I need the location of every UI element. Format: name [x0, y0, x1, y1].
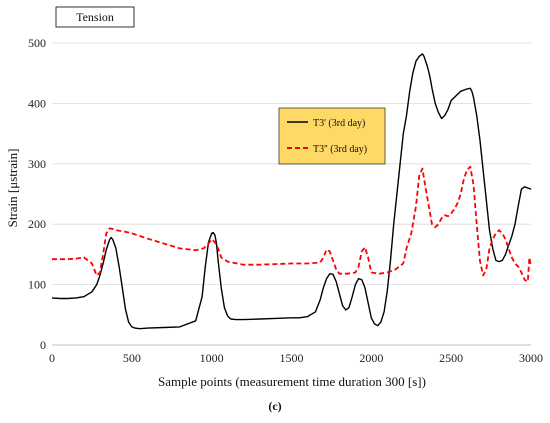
x-tick-label-4: 2000	[359, 351, 383, 365]
y-tick-label-5: 500	[28, 36, 46, 50]
y-tick-label-4: 400	[28, 96, 46, 110]
legend: T3' (3rd day) T3'' (3rd day)	[278, 107, 386, 165]
figure-caption: (c)	[268, 399, 281, 413]
x-tick-label-5: 2500	[439, 351, 463, 365]
y-tick-labels: 0 100 200 300 400 500	[28, 36, 46, 352]
series-lines	[51, 53, 532, 330]
legend-label-series-0: T3' (3rd day)	[313, 118, 365, 129]
y-tick-label-3: 300	[28, 157, 46, 171]
x-tick-label-2: 1000	[200, 351, 224, 365]
legend-label-series-1: T3'' (3rd day)	[313, 144, 367, 155]
x-axis-title: Sample points (measurement time duration…	[158, 374, 426, 389]
y-tick-label-0: 0	[40, 338, 46, 352]
legend-box	[278, 107, 386, 165]
annotation-box: Tension	[55, 6, 135, 28]
y-tick-label-2: 200	[28, 217, 46, 231]
x-tick-label-0: 0	[49, 351, 55, 365]
y-axis-title: Strain [μstrain]	[5, 149, 20, 228]
y-tick-label-1: 100	[28, 278, 46, 292]
annotation-frame	[55, 6, 135, 28]
annotation-label: Tension	[76, 10, 114, 24]
x-tick-label-6: 3000	[519, 351, 543, 365]
series-line-1	[52, 165, 532, 283]
x-tick-label-3: 1500	[280, 351, 304, 365]
x-tick-labels: 0 500 1000 1500 2000 2500 3000	[49, 351, 543, 365]
x-tick-label-1: 500	[123, 351, 141, 365]
series-line-0	[51, 53, 532, 330]
